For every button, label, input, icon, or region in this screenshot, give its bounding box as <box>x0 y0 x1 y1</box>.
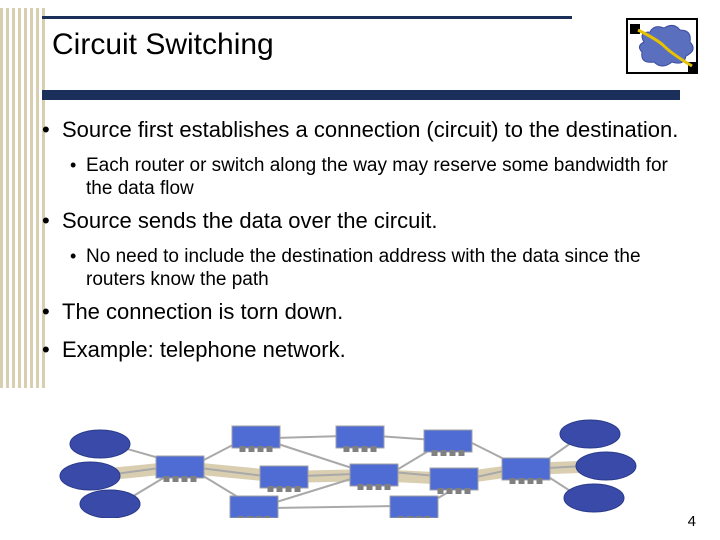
bullet-level1: Example: telephone network. <box>42 336 688 364</box>
corner-network-icon <box>626 18 698 74</box>
top-rule <box>42 16 572 19</box>
page-number: 4 <box>688 513 696 530</box>
left-stripe-decor <box>0 8 48 388</box>
slide-title: Circuit Switching <box>52 28 274 62</box>
bullet-list: Source first establishes a connection (c… <box>42 116 688 373</box>
title-underline <box>42 90 680 100</box>
bullet-level1: Source sends the data over the circuit. <box>42 207 688 235</box>
bullet-level1: Source first establishes a connection (c… <box>42 116 688 144</box>
bullet-level2: No need to include the destination addre… <box>42 245 688 293</box>
bullet-level1: The connection is torn down. <box>42 298 688 326</box>
network-diagram <box>50 418 650 518</box>
bullet-level2: Each router or switch along the way may … <box>42 154 688 202</box>
